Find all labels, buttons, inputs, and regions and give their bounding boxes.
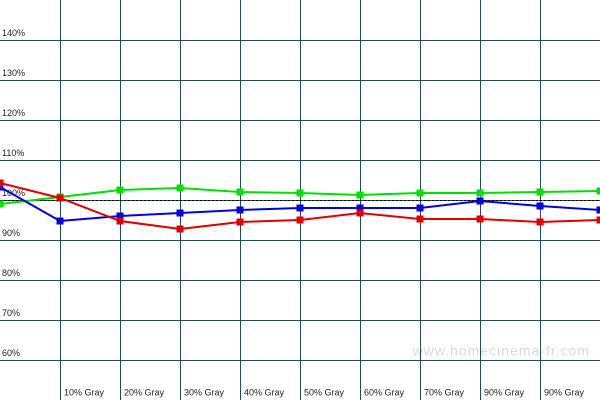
x-tick-label: 20% Gray xyxy=(124,387,165,397)
y-tick-label: 60% xyxy=(2,348,20,358)
x-tick-label: 70% Gray xyxy=(424,387,465,397)
point-marker xyxy=(176,225,184,233)
point-marker xyxy=(416,215,424,223)
point-marker xyxy=(116,212,124,220)
point-marker xyxy=(176,209,184,217)
point-marker xyxy=(356,204,364,212)
point-marker xyxy=(356,209,364,217)
point-marker xyxy=(236,206,244,214)
point-marker xyxy=(536,202,544,210)
y-tick-label: 140% xyxy=(2,28,25,38)
point-marker xyxy=(296,216,304,224)
x-tick-label: 90% Gray xyxy=(484,387,525,397)
point-marker xyxy=(116,217,124,225)
point-marker xyxy=(236,218,244,226)
point-marker xyxy=(296,189,304,197)
point-marker xyxy=(236,188,244,196)
y-tick-label: 130% xyxy=(2,68,25,78)
point-marker xyxy=(536,188,544,196)
point-marker xyxy=(176,184,184,192)
point-marker xyxy=(416,189,424,197)
point-marker xyxy=(476,215,484,223)
y-tick-label: 120% xyxy=(2,108,25,118)
y-tick-label: 80% xyxy=(2,268,20,278)
y-tick-label: 110% xyxy=(2,148,24,158)
point-marker xyxy=(356,191,364,199)
y-tick-label: 90% xyxy=(2,228,20,238)
point-marker xyxy=(476,189,484,197)
y-tick-label: 70% xyxy=(2,308,20,318)
point-marker xyxy=(476,197,484,205)
point-marker xyxy=(0,200,4,208)
point-marker xyxy=(56,194,64,202)
x-tick-label: 30% Gray xyxy=(184,387,225,397)
point-marker xyxy=(56,217,64,225)
point-marker xyxy=(116,186,124,194)
point-marker xyxy=(416,204,424,212)
x-tick-label: 50% Gray xyxy=(304,387,345,397)
point-marker xyxy=(296,204,304,212)
point-marker xyxy=(0,183,4,191)
y-tick-label: 100% xyxy=(2,188,25,198)
x-tick-label: 10% Gray xyxy=(64,387,105,397)
point-marker xyxy=(596,216,600,224)
point-marker xyxy=(0,179,4,187)
point-marker xyxy=(536,218,544,226)
x-tick-label: 40% Gray xyxy=(244,387,285,397)
x-tick-label: 60% Gray xyxy=(364,387,405,397)
x-tick-label: 90% Gray xyxy=(544,387,585,397)
point-marker xyxy=(596,187,600,195)
watermark: www.homecinema-fr.com xyxy=(412,343,590,359)
point-marker xyxy=(596,206,600,214)
